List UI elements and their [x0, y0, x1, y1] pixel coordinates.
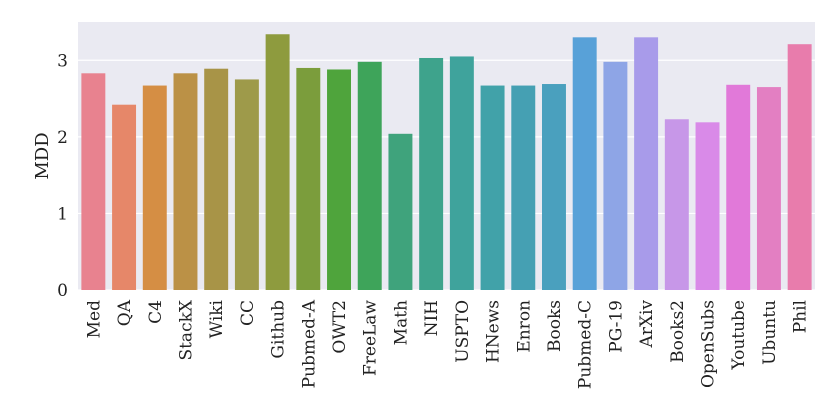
x-tick-label: PG-19 [606, 300, 626, 353]
gridlines [78, 59, 815, 291]
bar-pg-19 [603, 61, 628, 291]
bars [81, 34, 812, 291]
x-tick-label: Github [269, 300, 289, 359]
x-tick-label: C4 [146, 300, 166, 324]
x-tick-label: Books2 [668, 300, 688, 363]
bar-nih [419, 57, 444, 290]
bar-wiki [204, 68, 229, 290]
bar-math [388, 133, 413, 290]
x-tick-label: ArXiv [637, 300, 657, 349]
bar-freelaw [357, 61, 382, 291]
y-tick-labels: 0 1 2 3 [57, 51, 68, 301]
bar-arxiv [634, 37, 659, 290]
x-tick-label: Ubuntu [760, 300, 780, 365]
x-tick-label: Pubmed-A [299, 299, 319, 388]
y-tick-label: 1 [57, 204, 68, 224]
bar-ubuntu [756, 87, 781, 290]
x-tick-label: Math [391, 300, 411, 345]
bar-books2 [664, 119, 689, 290]
y-tick-label: 2 [57, 128, 68, 148]
x-tick-label: Youtube [729, 300, 749, 371]
bar-qa [112, 104, 137, 290]
bar-opensubs [695, 122, 720, 291]
bar-pubmed-a [296, 67, 321, 290]
bar-cc [234, 79, 259, 290]
x-tick-label: OpenSubs [699, 300, 719, 388]
bar-enron [511, 85, 536, 290]
bar-hnews [480, 85, 505, 290]
x-tick-label: Books [545, 300, 565, 352]
bar-github [265, 34, 290, 290]
bar-pubmed-c [572, 37, 597, 290]
x-tick-label: StackX [176, 299, 196, 360]
bar-phil [787, 44, 812, 290]
bar-owt2 [327, 69, 351, 290]
x-tick-label: USPTO [453, 300, 473, 363]
y-tick-label: 3 [57, 51, 68, 71]
bar-med [81, 73, 106, 290]
bar-c4 [142, 85, 167, 290]
x-tick-label: NIH [422, 300, 442, 336]
x-tick-label: Wiki [207, 299, 227, 338]
bar-youtube [726, 84, 751, 290]
x-tick-label: QA [115, 299, 135, 326]
x-tick-label: FreeLaw [361, 300, 381, 376]
x-tick-label: OWT2 [330, 300, 350, 354]
x-tick-label: CC [238, 300, 258, 326]
x-tick-label: Phil [791, 300, 811, 333]
x-tick-label: HNews [484, 300, 504, 363]
y-tick-label: 0 [57, 281, 68, 301]
x-tick-label: Med [84, 300, 104, 338]
x-tick-labels: Med QA C4 StackX Wiki CC Github Pubmed-A OWT2 Fre… [84, 299, 810, 389]
x-tick-label: Pubmed-C [576, 300, 596, 389]
bar-uspto [449, 56, 474, 291]
bar-stackx [173, 73, 198, 290]
y-axis-label: MDD [32, 132, 53, 179]
x-tick-label: Enron [514, 300, 534, 353]
bar-books [542, 84, 566, 290]
plot-background [78, 22, 815, 290]
